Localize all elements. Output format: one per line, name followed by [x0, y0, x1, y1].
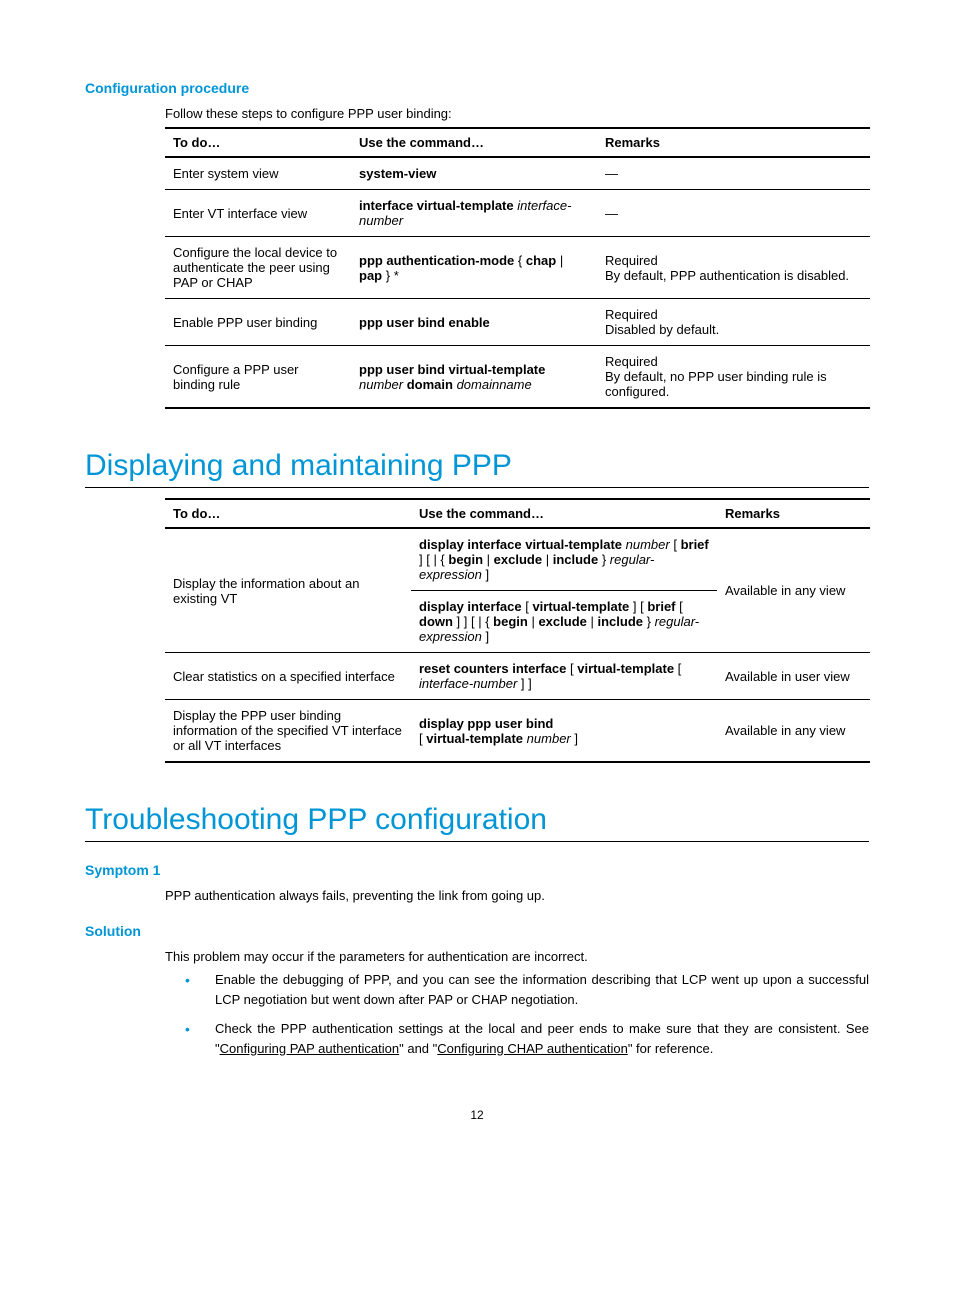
cell-remarks: Available in any view	[717, 528, 870, 653]
cell-todo: Enable PPP user binding	[165, 299, 351, 346]
cell-todo: Enter system view	[165, 157, 351, 190]
cell-command: reset counters interface [ virtual-templ…	[411, 653, 717, 700]
config-procedure-intro: Follow these steps to configure PPP user…	[165, 106, 869, 121]
displaying-table: To do… Use the command… Remarks Display …	[165, 498, 870, 763]
config-procedure-table: To do… Use the command… Remarks Enter sy…	[165, 127, 870, 409]
cell-todo: Configure a PPP user binding rule	[165, 346, 351, 409]
displaying-heading: Displaying and maintaining PPP	[85, 449, 869, 488]
cell-remarks: —	[597, 190, 870, 237]
cell-command: display interface virtual-template numbe…	[411, 528, 717, 653]
solution-bullets: Enable the debugging of PPP, and you can…	[185, 970, 869, 1058]
cell-remarks: RequiredBy default, PPP authentication i…	[597, 237, 870, 299]
solution-text: This problem may occur if the parameters…	[165, 949, 869, 964]
th-todo: To do…	[165, 499, 411, 528]
cell-remarks: RequiredBy default, no PPP user binding …	[597, 346, 870, 409]
list-item: Check the PPP authentication settings at…	[185, 1019, 869, 1058]
table-row: Clear statistics on a specified interfac…	[165, 653, 870, 700]
th-todo: To do…	[165, 128, 351, 157]
cell-todo: Configure the local device to authentica…	[165, 237, 351, 299]
table-row: Enter system viewsystem-view—	[165, 157, 870, 190]
cell-command: ppp authentication-mode { chap | pap } *	[351, 237, 597, 299]
symptom-text: PPP authentication always fails, prevent…	[165, 888, 869, 903]
troubleshooting-heading: Troubleshooting PPP configuration	[85, 803, 869, 842]
cell-todo: Clear statistics on a specified interfac…	[165, 653, 411, 700]
th-remarks: Remarks	[717, 499, 870, 528]
cell-todo: Display the information about an existin…	[165, 528, 411, 653]
solution-label: Solution	[85, 923, 869, 939]
table-row: Enable PPP user bindingppp user bind ena…	[165, 299, 870, 346]
cell-todo: Enter VT interface view	[165, 190, 351, 237]
table-row: Display the information about an existin…	[165, 528, 870, 653]
th-remarks: Remarks	[597, 128, 870, 157]
list-item: Enable the debugging of PPP, and you can…	[185, 970, 869, 1009]
th-command: Use the command…	[411, 499, 717, 528]
symptom-label: Symptom 1	[85, 862, 869, 878]
table-row: Configure the local device to authentica…	[165, 237, 870, 299]
table-row: Display the PPP user binding information…	[165, 700, 870, 763]
cell-remarks: Available in user view	[717, 653, 870, 700]
cell-todo: Display the PPP user binding information…	[165, 700, 411, 763]
table-row: Enter VT interface viewinterface virtual…	[165, 190, 870, 237]
cell-command: ppp user bind enable	[351, 299, 597, 346]
cell-remarks: Available in any view	[717, 700, 870, 763]
cell-command: interface virtual-template interface-num…	[351, 190, 597, 237]
table-header-row: To do… Use the command… Remarks	[165, 499, 870, 528]
cell-remarks: RequiredDisabled by default.	[597, 299, 870, 346]
th-command: Use the command…	[351, 128, 597, 157]
table-row: Configure a PPP user binding ruleppp use…	[165, 346, 870, 409]
cell-command: ppp user bind virtual-template number do…	[351, 346, 597, 409]
cell-command: system-view	[351, 157, 597, 190]
cell-command: display ppp user bind[ virtual-template …	[411, 700, 717, 763]
table-header-row: To do… Use the command… Remarks	[165, 128, 870, 157]
page-number: 12	[85, 1108, 869, 1122]
cell-remarks: —	[597, 157, 870, 190]
config-procedure-heading: Configuration procedure	[85, 80, 869, 96]
